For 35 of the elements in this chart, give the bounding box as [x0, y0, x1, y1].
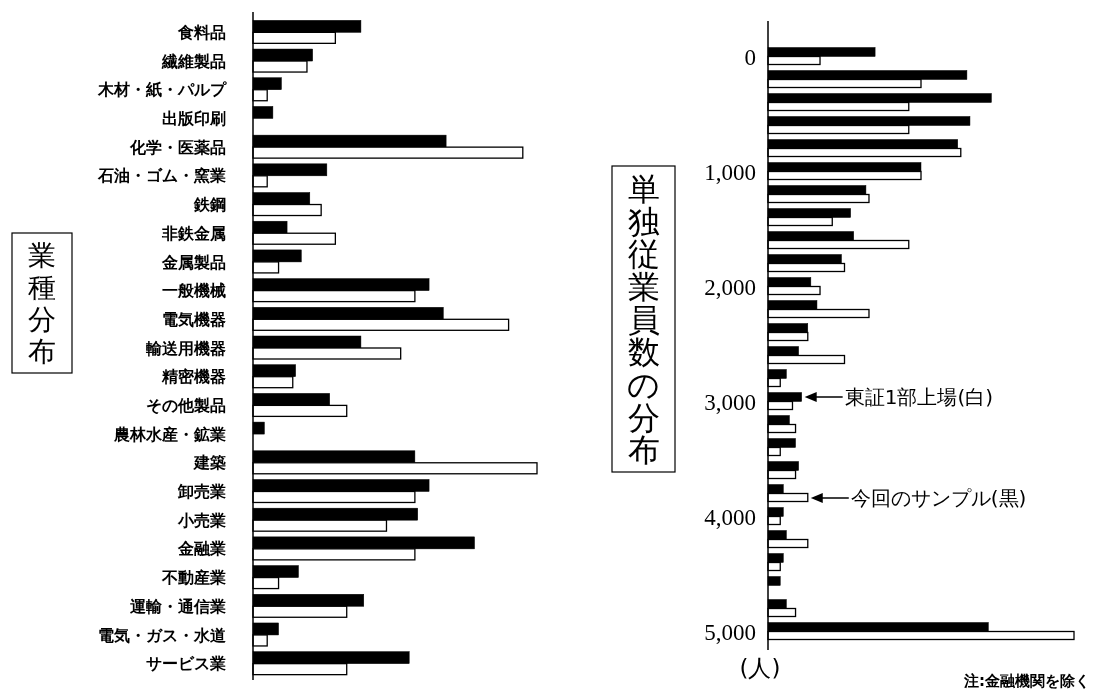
annotation: 東証1部上場(白) — [844, 385, 993, 409]
y-tick-label: 建築 — [192, 453, 226, 473]
text: 単独従業員数の分布 — [627, 169, 660, 470]
y-tick-label: 金融業 — [177, 539, 226, 559]
y-tick-label: 食料品 — [177, 22, 226, 42]
text: (人) — [739, 655, 781, 681]
y-tick-label: 不動産業 — [161, 568, 226, 588]
y-tick-label: 精密機器 — [161, 367, 226, 387]
y-tick-label: 小売業 — [177, 510, 226, 530]
y-tick-label: 5,000 — [704, 619, 756, 645]
y-tick-label: 石油・ゴム・窯業 — [97, 166, 226, 186]
y-tick-label: 運輸・通信業 — [129, 596, 226, 616]
y-tick-label: 出版印刷 — [162, 109, 226, 129]
y-tick-label: 4,000 — [704, 504, 756, 530]
y-tick-label: 0 — [744, 44, 756, 70]
y-tick-label: 非鉄金属 — [161, 223, 226, 243]
y-tick-label: 金属製品 — [161, 252, 226, 272]
y-tick-label: サービス業 — [146, 654, 226, 674]
y-tick-label: 化学・医薬品 — [129, 137, 226, 157]
y-tick-label: 繊維製品 — [161, 51, 226, 71]
y-tick-label: 電気機器 — [162, 309, 226, 329]
y-tick-label: 電気・ガス・水道 — [98, 625, 227, 645]
y-tick-label: その他製品 — [146, 395, 226, 415]
y-tick-label: 輸送用機器 — [145, 338, 226, 358]
y-tick-label: 2,000 — [704, 274, 756, 300]
y-tick-label: 1,000 — [704, 159, 756, 185]
y-tick-label: 農林水産・鉱業 — [113, 424, 226, 444]
y-tick-label: 一般機械 — [162, 281, 226, 301]
y-tick-label: 卸売業 — [177, 482, 226, 502]
text: 注:金融機関を除く — [963, 672, 1090, 690]
y-tick-label: 3,000 — [704, 389, 756, 415]
y-axis-title: 業種分布 — [28, 239, 56, 369]
y-tick-label: 鉄鋼 — [193, 195, 226, 215]
y-tick-label: 木材・紙・パルプ — [97, 80, 227, 100]
annotation: 今回のサンプル(黒) — [850, 486, 1027, 510]
